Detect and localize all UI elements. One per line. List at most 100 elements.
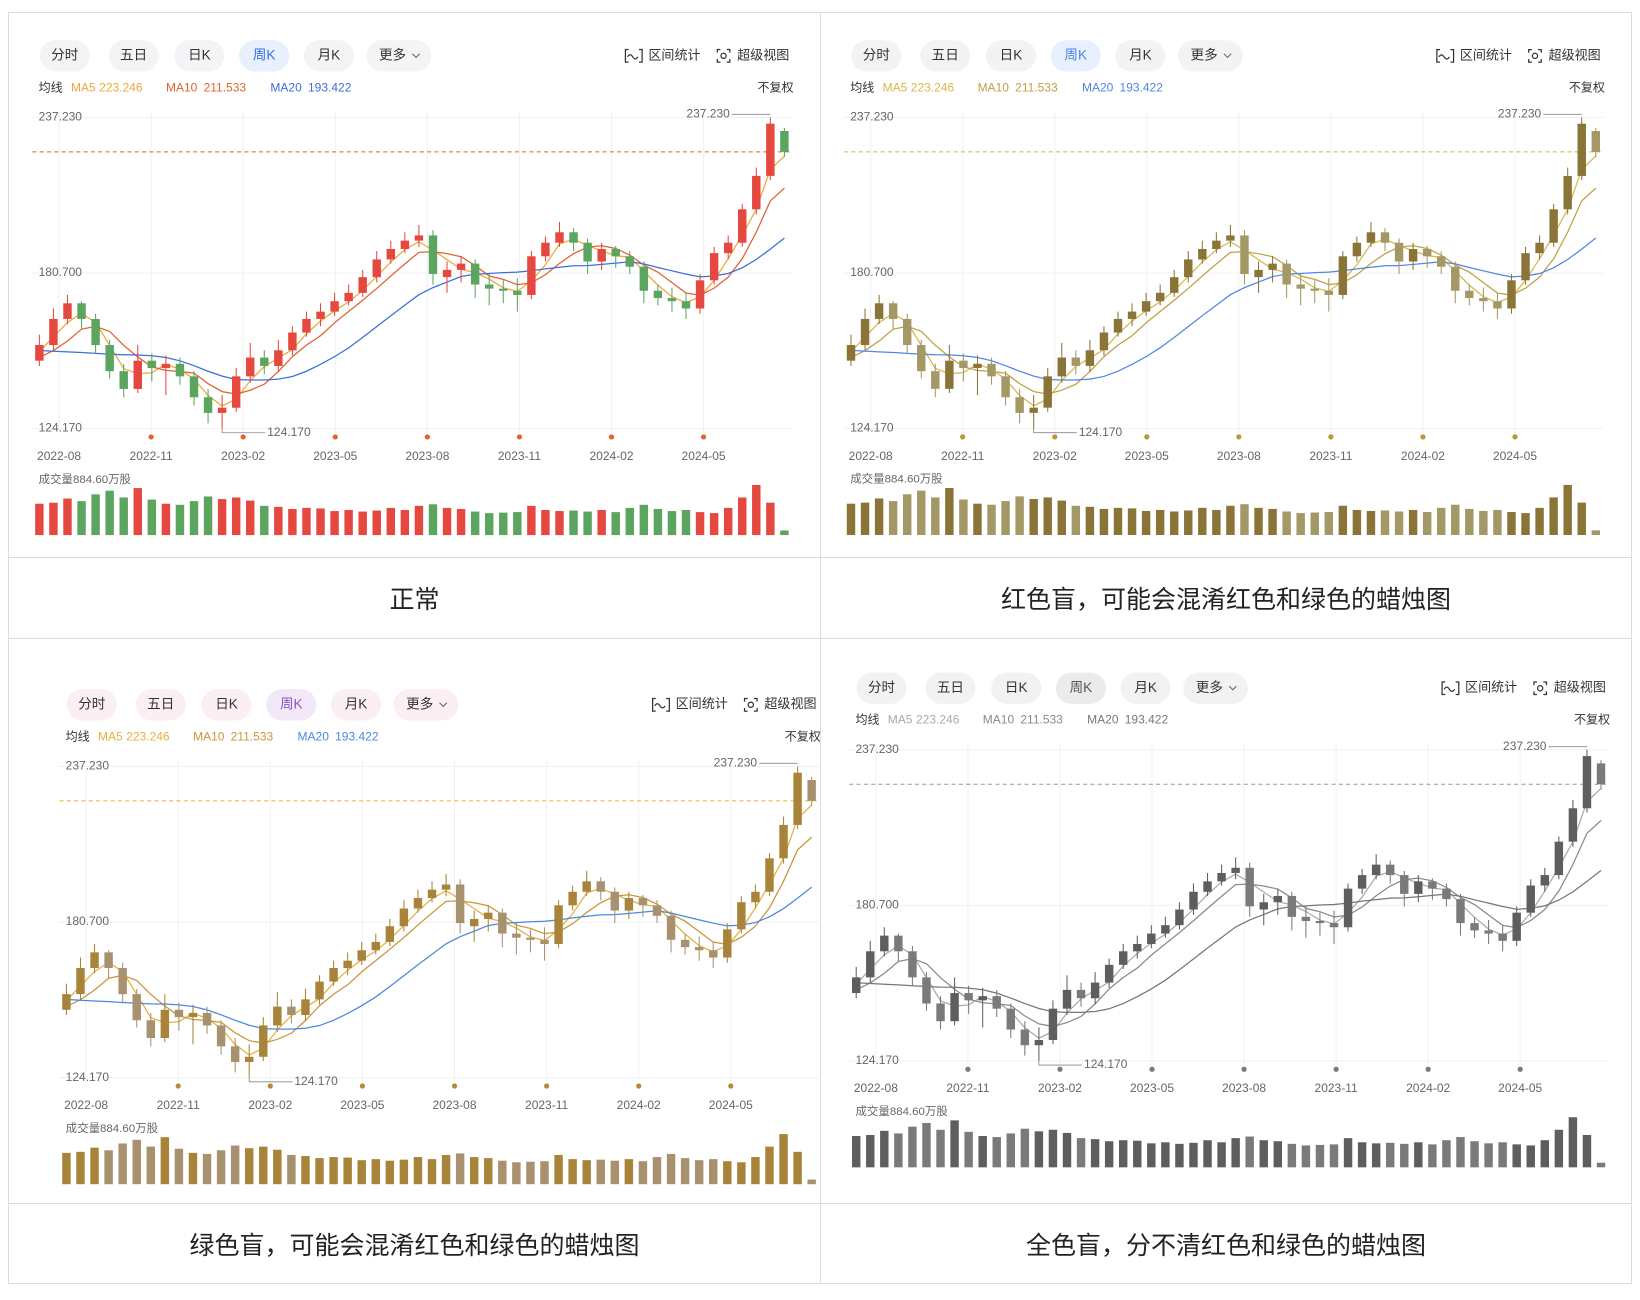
tab[interactable]: 周K <box>266 689 317 721</box>
x-tick-label: 2024-02 <box>1401 449 1445 463</box>
tab[interactable]: 分时 <box>39 40 90 72</box>
tab[interactable]: 月K <box>1120 672 1171 704</box>
tab-label[interactable]: 周K <box>1064 47 1087 62</box>
volume-bar <box>1442 1140 1451 1168</box>
candle-body <box>1141 301 1151 312</box>
tool-label[interactable]: 超级视图 <box>737 47 789 62</box>
tab[interactable]: 周K <box>239 40 290 72</box>
volume-bar <box>498 1160 507 1185</box>
tab-label[interactable]: 五日 <box>120 47 147 62</box>
tab[interactable]: 月K <box>330 689 382 721</box>
candle-body <box>582 881 591 892</box>
volume-bar <box>1465 508 1474 535</box>
tab-label[interactable]: 月K <box>1134 680 1157 695</box>
volume-bar <box>1020 1128 1030 1168</box>
candle-body <box>765 858 774 892</box>
tab-label[interactable]: 周K <box>253 47 276 62</box>
tab-label[interactable]: 日K <box>1000 47 1023 62</box>
candle-body <box>1315 920 1325 924</box>
tool-label[interactable]: 超级视图 <box>1554 680 1606 695</box>
tab-label[interactable]: 周K <box>1070 680 1093 695</box>
candle-body <box>1456 899 1465 924</box>
volume-bar <box>372 510 381 536</box>
volume-bar <box>1414 1142 1423 1168</box>
volume-bar <box>302 507 311 536</box>
tab-label[interactable]: 月K <box>345 696 368 711</box>
tab-label[interactable]: 五日 <box>932 47 959 62</box>
tool-label[interactable]: 区间统计 <box>1460 47 1512 62</box>
candle-body <box>1310 288 1319 291</box>
volume-bar <box>541 510 550 536</box>
legend-title: 均线 <box>855 713 879 727</box>
candle-body <box>1240 235 1249 275</box>
chevron-icon <box>412 53 421 59</box>
tab-label[interactable]: 分时 <box>51 47 79 62</box>
tab-label[interactable]: 日K <box>215 696 238 711</box>
tab[interactable]: 分时 <box>856 672 907 704</box>
tab-label[interactable]: 月K <box>1129 47 1152 62</box>
tab[interactable]: 周K <box>1050 40 1101 72</box>
tab[interactable]: 日K <box>201 689 252 721</box>
tab-label[interactable]: 分时 <box>868 680 896 695</box>
tab[interactable]: 更多 <box>393 689 459 721</box>
tab[interactable]: 月K <box>303 40 354 72</box>
tab-bg <box>851 40 902 72</box>
tab[interactable]: 五日 <box>925 672 976 704</box>
volume-bar <box>652 1157 662 1185</box>
tab[interactable]: 分时 <box>851 40 902 72</box>
tool-label[interactable]: 区间统计 <box>648 47 700 62</box>
range-icon <box>1441 681 1460 696</box>
tab-label[interactable]: 更多 <box>379 46 406 62</box>
candle-body <box>931 371 940 389</box>
x-tick-label: 2023-08 <box>1222 1081 1266 1095</box>
tab-label[interactable]: 更多 <box>1196 679 1223 695</box>
tab-label[interactable]: 日K <box>188 47 211 62</box>
tab[interactable]: 更多 <box>1177 40 1243 72</box>
tab-bg <box>1120 672 1171 704</box>
tab-label[interactable]: 五日 <box>937 680 964 695</box>
view-icon-dot <box>1531 52 1539 60</box>
tab-label[interactable]: 日K <box>1005 680 1028 695</box>
tab-label[interactable]: 五日 <box>147 696 174 711</box>
volume-bar <box>752 484 761 536</box>
candle-body <box>91 318 100 346</box>
candle-body <box>1343 888 1353 928</box>
tab[interactable]: 月K <box>1115 40 1166 72</box>
tab[interactable]: 日K <box>985 40 1037 72</box>
event-marker <box>1425 1066 1431 1072</box>
tab[interactable]: 周K <box>1055 672 1106 704</box>
tab-label[interactable]: 月K <box>318 47 341 62</box>
event-marker <box>1333 1066 1339 1072</box>
tab-label[interactable]: 分时 <box>78 696 106 711</box>
tab[interactable]: 分时 <box>66 689 117 721</box>
candle-body <box>1386 864 1395 876</box>
volume-bar <box>427 1159 437 1185</box>
tab[interactable]: 更多 <box>1183 672 1248 704</box>
tab[interactable]: 日K <box>174 40 225 72</box>
tool-label[interactable]: 超级视图 <box>1549 47 1601 62</box>
volume-bar <box>1400 1143 1409 1168</box>
tab[interactable]: 五日 <box>920 40 971 72</box>
tab-label[interactable]: 周K <box>280 696 303 711</box>
ma-line <box>850 237 1597 381</box>
volume-bar <box>1104 1141 1114 1168</box>
tab-label[interactable]: 更多 <box>1191 46 1218 62</box>
tool-label[interactable]: 超级视图 <box>764 696 816 711</box>
tab-bg <box>1055 672 1106 704</box>
tab[interactable]: 五日 <box>108 40 159 72</box>
volume-bar <box>246 500 255 536</box>
tab[interactable]: 日K <box>991 672 1042 704</box>
tab-label[interactable]: 分时 <box>863 47 891 62</box>
tool-label[interactable]: 区间统计 <box>676 696 728 711</box>
candle-body <box>76 968 85 995</box>
tab[interactable]: 五日 <box>135 689 186 721</box>
view-icon-dot <box>747 701 755 709</box>
tab-label[interactable]: 更多 <box>406 695 433 711</box>
volume-bar <box>1428 1144 1437 1168</box>
volume-bar <box>1085 506 1095 535</box>
panel: 分时 五日 日K 周K 月K 更多 区间统计 超级视图 均线 MA5 223.246 MA10 211.… <box>821 639 1631 1203</box>
tool-label[interactable]: 区间统计 <box>1465 680 1517 695</box>
tab[interactable]: 更多 <box>366 40 432 72</box>
x-tick-label: 2024-02 <box>589 449 633 463</box>
